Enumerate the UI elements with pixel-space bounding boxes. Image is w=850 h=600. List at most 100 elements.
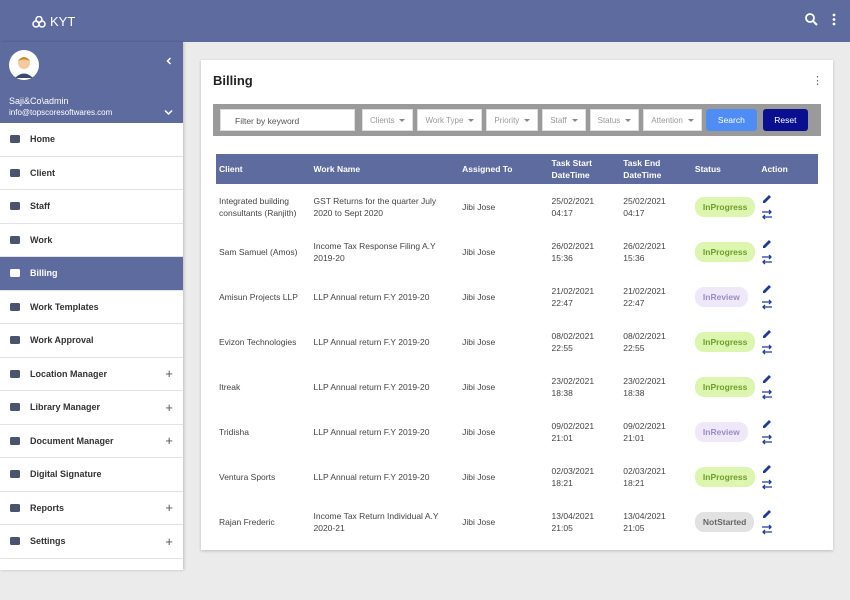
- nav-item[interactable]: Digital Signature: [0, 458, 183, 492]
- column-header: Client: [216, 154, 311, 184]
- edit-icon[interactable]: [761, 508, 773, 520]
- nav-icon: [10, 403, 20, 412]
- user-name: Saji&Co\admin: [9, 96, 69, 106]
- nav-item[interactable]: Client: [0, 157, 183, 190]
- transfer-icon[interactable]: [761, 299, 773, 310]
- nav-item[interactable]: Billing: [0, 257, 183, 291]
- nav-item[interactable]: Staff: [0, 190, 183, 224]
- edit-icon[interactable]: [761, 238, 773, 250]
- nav-label: Digital Signature: [30, 469, 102, 480]
- cell-action: [758, 454, 818, 499]
- cell-status: InProgress: [692, 454, 758, 499]
- card-menu[interactable]: ⋮: [812, 75, 823, 87]
- transfer-icon[interactable]: [761, 434, 773, 445]
- table-header: Client Work Name Assigned To Task Start Dat…: [216, 154, 818, 184]
- table-row: Rajan Frederic Income Tax Return Individu…: [216, 499, 818, 544]
- nav-label: Location Manager: [30, 368, 108, 379]
- cell-action: [758, 364, 818, 409]
- status-badge: InReview: [694, 286, 748, 307]
- profile-expand[interactable]: [164, 109, 173, 116]
- transfer-icon[interactable]: [761, 389, 773, 400]
- keyword-input[interactable]: Filter by keyword: [220, 109, 355, 131]
- nav-icon: [10, 202, 20, 211]
- logo: [32, 15, 46, 28]
- filter-dropdown[interactable]: Status: [589, 109, 640, 131]
- nav-item[interactable]: Reports +: [0, 492, 183, 525]
- edit-icon[interactable]: [761, 463, 773, 475]
- edit-icon[interactable]: [761, 373, 773, 385]
- nav-icon: [10, 336, 20, 345]
- transfer-icon[interactable]: [761, 344, 773, 355]
- transfer-icon[interactable]: [761, 254, 773, 265]
- nav-icon: [10, 470, 20, 479]
- cell-end: 25/02/2021 04:17: [623, 195, 666, 218]
- reset-button[interactable]: Reset: [762, 109, 808, 131]
- nav-item[interactable]: Library Manager +: [0, 391, 183, 425]
- edit-icon[interactable]: [761, 193, 773, 205]
- nav-item[interactable]: Home: [0, 123, 183, 157]
- expand-icon[interactable]: +: [165, 500, 173, 516]
- transfer-icon[interactable]: [761, 209, 773, 220]
- cell-action: [758, 274, 818, 319]
- cell-start: 26/02/2021 15:36: [551, 240, 595, 263]
- status-badge: InReview: [694, 421, 748, 442]
- nav-icon: [10, 168, 20, 177]
- cell-start: 02/03/2021 18:21: [551, 465, 595, 488]
- cell-assigned: Jibi Jose: [462, 471, 496, 482]
- cell-client: Integrated building consultants (Ranjith…: [219, 195, 297, 218]
- nav-icon: [10, 269, 20, 278]
- nav-item[interactable]: Location Manager +: [0, 358, 183, 391]
- filter-dropdown[interactable]: Work Type: [417, 109, 483, 131]
- cell-end: 09/02/2021 21:01: [623, 420, 666, 443]
- cell-end: 02/03/2021 18:21: [623, 465, 666, 488]
- nav-label: Work Templates: [30, 301, 99, 312]
- edit-icon[interactable]: [761, 283, 773, 295]
- nav-icon: [10, 302, 20, 311]
- table-body: Integrated building consultants (Ranjith…: [216, 184, 818, 544]
- edit-icon[interactable]: [761, 418, 773, 430]
- expand-icon[interactable]: +: [165, 399, 173, 415]
- transfer-icon[interactable]: [761, 524, 773, 535]
- profile: Saji&Co\admin info@topscoresoftwares.com: [0, 42, 183, 123]
- status-badge: InProgress: [694, 376, 756, 397]
- cell-start: 08/02/2021 22:55: [551, 330, 595, 353]
- top-bar: KYT: [0, 0, 850, 42]
- filter-dropdown[interactable]: Clients: [362, 109, 414, 131]
- transfer-icon[interactable]: [761, 479, 773, 490]
- expand-icon[interactable]: +: [165, 366, 173, 382]
- filter-dropdown[interactable]: Staff: [542, 109, 586, 131]
- column-header: Status: [691, 154, 759, 184]
- cell-start: 13/04/2021 21:05: [551, 510, 595, 533]
- cell-assigned: Jibi Jose: [462, 426, 496, 437]
- search-icon[interactable]: [805, 13, 818, 26]
- filter-dropdown[interactable]: Attention: [643, 109, 702, 131]
- nav-label: Settings: [30, 536, 66, 547]
- column-header: Task Start DateTime: [548, 154, 621, 184]
- cell-end: 08/02/2021 22:55: [623, 330, 666, 353]
- filter-dropdown[interactable]: Priority: [486, 109, 539, 131]
- more-icon[interactable]: [832, 13, 836, 26]
- nav-label: Home: [30, 134, 56, 145]
- cell-status: InProgress: [692, 319, 758, 364]
- nav-item[interactable]: Work Approval: [0, 324, 183, 358]
- status-badge: InProgress: [694, 331, 756, 352]
- cell-action: [758, 409, 818, 454]
- cell-assigned: Jibi Jose: [462, 246, 496, 257]
- edit-icon[interactable]: [761, 328, 773, 340]
- nav-label: Work Approval: [30, 335, 94, 346]
- nav-item[interactable]: Document Manager +: [0, 425, 183, 458]
- avatar[interactable]: [9, 50, 39, 80]
- nav-item[interactable]: Work: [0, 224, 183, 257]
- nav-icon: [10, 369, 20, 378]
- brand[interactable]: KYT: [32, 14, 75, 29]
- cell-work: LLP Annual return F.Y 2019-20: [313, 291, 430, 302]
- expand-icon[interactable]: +: [165, 533, 173, 549]
- search-button[interactable]: Search: [705, 109, 757, 131]
- nav-item[interactable]: Work Templates: [0, 291, 183, 324]
- nav-item[interactable]: Settings +: [0, 525, 183, 559]
- expand-icon[interactable]: +: [165, 433, 173, 449]
- status-badge: InProgress: [694, 196, 756, 217]
- collapse-sidebar[interactable]: [165, 57, 173, 65]
- cell-action: [758, 319, 818, 364]
- top-actions: [805, 13, 836, 26]
